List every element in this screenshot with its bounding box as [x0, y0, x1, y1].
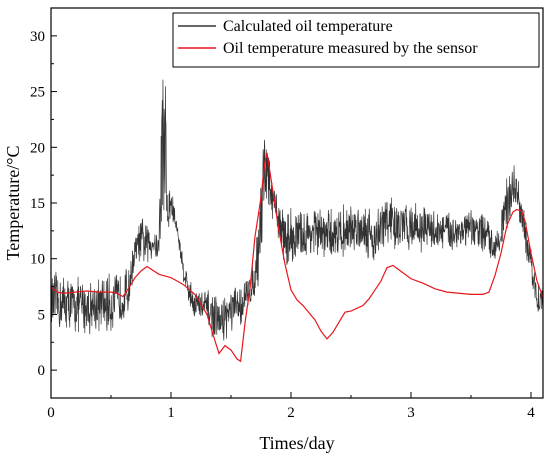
series-calculated-oil-temperature — [51, 79, 543, 341]
y-tick-label: 0 — [38, 363, 46, 379]
y-tick-label: 5 — [38, 307, 46, 323]
axis-layer: 0 1 2 3 4 0 5 10 15 20 25 30 — [30, 29, 535, 421]
x-tick-label: 3 — [407, 405, 415, 421]
legend-label-calculated: Calculated oil temperature — [223, 18, 393, 35]
x-axis-title: Times/day — [259, 433, 334, 453]
y-tick-label: 15 — [30, 196, 45, 212]
y-tick-label: 30 — [30, 29, 45, 45]
y-tick-label: 25 — [30, 85, 45, 101]
x-tick-label: 0 — [47, 405, 55, 421]
x-tick-label: 2 — [287, 405, 295, 421]
y-tick-label: 20 — [30, 140, 45, 156]
y-tick-label: 10 — [30, 252, 45, 268]
x-tick-label: 4 — [527, 405, 535, 421]
legend-box — [172, 12, 540, 68]
series-measured-oil-temperature — [51, 152, 543, 363]
legend-label-measured: Oil temperature measured by the sensor — [223, 40, 478, 57]
series-layer — [51, 79, 543, 363]
x-tick-label: 1 — [167, 405, 175, 421]
y-axis-title: Temperature/°C — [3, 146, 23, 261]
legend: Calculated oil temperature Oil temperatu… — [172, 12, 540, 68]
